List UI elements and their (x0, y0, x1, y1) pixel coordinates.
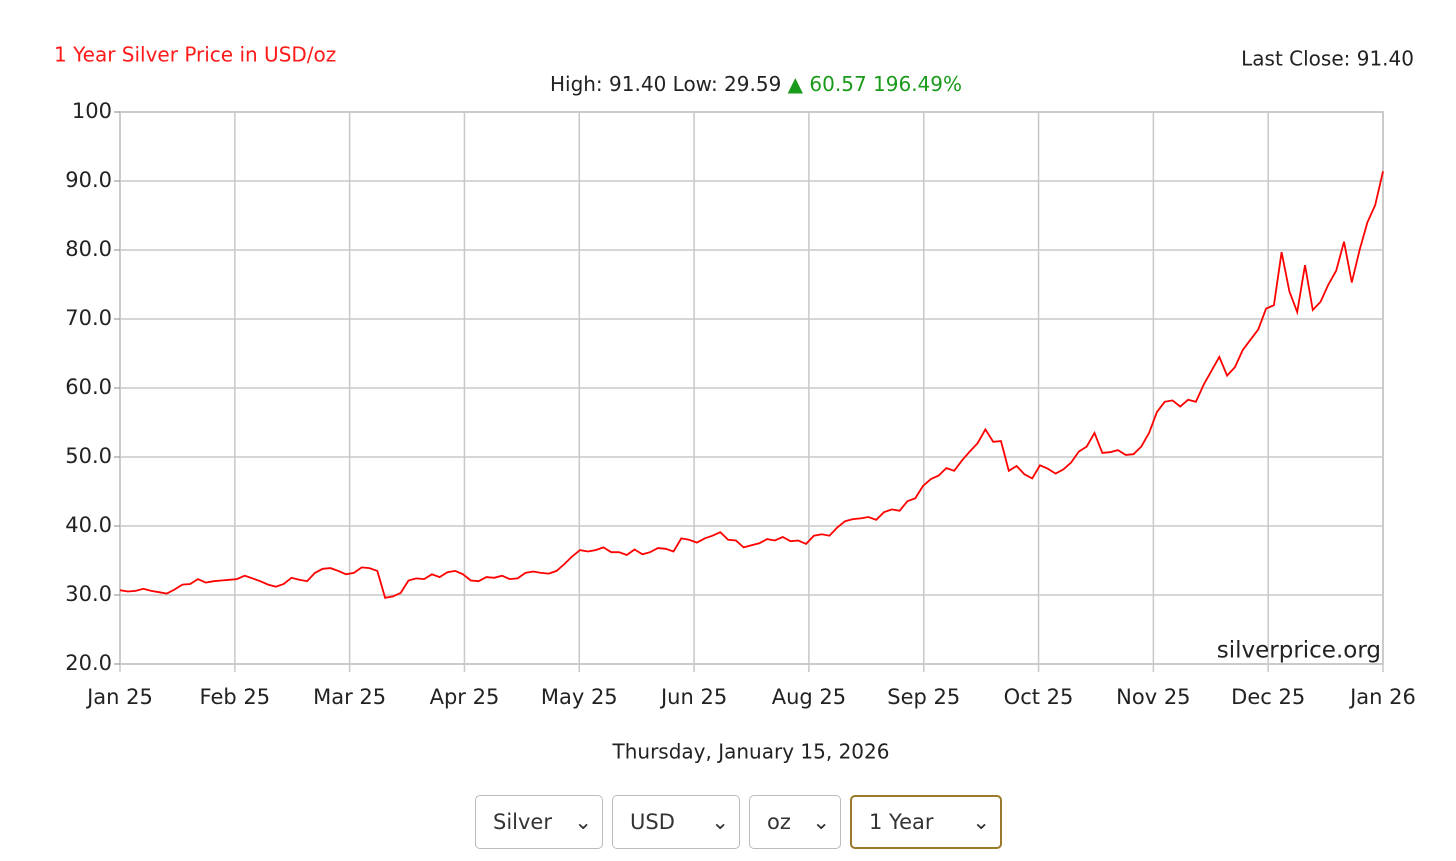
high: High: 91.40 (549, 72, 667, 96)
price-line (119, 171, 1384, 599)
x-tick-label: Feb 25 (200, 685, 271, 709)
watermark: silverprice.org (1217, 638, 1381, 664)
chevron: ⌄ (812, 810, 830, 834)
unit-select[interactable]: oz ⌄ (749, 795, 841, 849)
stats: High: 91.40 Low: 29.59 ▲ 60.57 196.49% (0, 72, 1456, 96)
controls: Silver ⌄ USD ⌄ oz ⌄ 1 Year ⌄ (475, 795, 1002, 849)
x-tick-label: Sep 25 (887, 685, 960, 709)
low: Low: 29.59 (672, 72, 782, 96)
date: Thursday, January 15, 2026 (612, 740, 890, 764)
currency-select[interactable]: USD ⌄ (612, 795, 740, 849)
y-tick-label: 90.0 (65, 168, 112, 192)
currency: USD (630, 810, 675, 834)
x-tick-label: Apr 25 (430, 685, 500, 709)
x-tick-label: May 25 (541, 685, 618, 709)
chevron: ⌄ (711, 810, 729, 834)
x-tick-label: Aug 25 (772, 685, 846, 709)
chevron: ⌄ (972, 810, 990, 834)
y-tick-label: 60.0 (65, 375, 112, 399)
period-select[interactable]: 1 Year ⌄ (850, 795, 1002, 849)
change: ▲ 60.57 196.49% (787, 72, 963, 96)
x-tick-label: Jan 25 (85, 685, 153, 709)
period: 1 Year (869, 810, 934, 834)
y-tick-label: 70.0 (65, 306, 112, 330)
x-tick-label: Nov 25 (1116, 685, 1190, 709)
y-tick-label: 30.0 (65, 582, 112, 606)
x-tick-label: Jan 26 (1348, 685, 1416, 709)
x-tick-label: Jun 25 (659, 685, 727, 709)
x-tick-label: Dec 25 (1231, 685, 1305, 709)
last-close: Last Close: 91.40 (1241, 47, 1414, 71)
metal: Silver (493, 810, 552, 834)
y-tick-label: 40.0 (65, 513, 112, 537)
chart: Jan 26 Dec 25 Nov 25 Oct 25 Sep 25 Aug 25 Jun … (54, 43, 1416, 764)
y-tick-label: 20.0 (65, 651, 112, 675)
x-tick-label: Oct 25 (1004, 685, 1074, 709)
x-tick-label: Mar 25 (313, 685, 386, 709)
unit: oz (767, 810, 791, 834)
y-tick-label: 50.0 (65, 444, 112, 468)
y-tick-label: 80.0 (65, 237, 112, 261)
y-tick-label: 100 (72, 99, 112, 123)
chevron: ⌄ (574, 810, 592, 834)
chart-title: 1 Year Silver Price in USD/oz (54, 43, 336, 67)
metal-select[interactable]: Silver ⌄ (475, 795, 603, 849)
